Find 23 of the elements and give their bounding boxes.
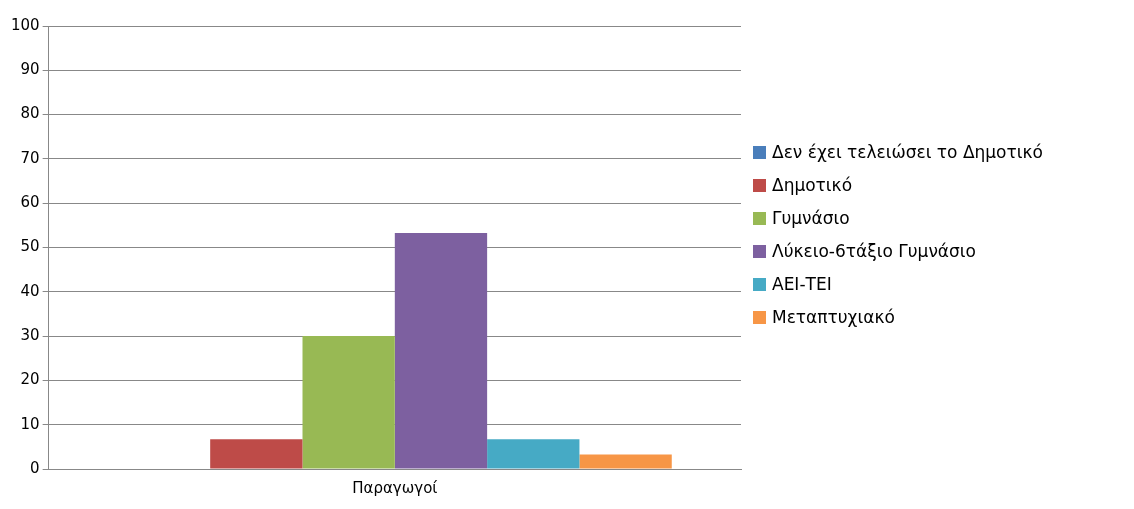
y-tick-label: 90 [20,60,40,79]
y-tick-label: 30 [20,325,40,344]
bar [579,454,672,469]
y-tick-label: 10 [20,414,40,433]
y-tick-label: 60 [20,193,40,212]
bar [210,439,303,469]
legend-label: ΑΕΙ-ΤΕΙ [772,274,832,294]
bar [394,232,488,469]
y-tick-label: 20 [20,370,40,389]
legend-label: Δημοτικό [772,175,853,195]
legend-label: Λύκειο-6τάξιο Γυμνάσιο [772,241,977,261]
y-tick-label: 50 [20,237,40,256]
y-tick-label: 40 [20,281,40,300]
legend-label: Δεν έχει τελειώσει το Δημοτικό [772,142,1043,162]
y-tick-label: 70 [20,148,40,167]
y-tick-label: 80 [20,104,40,123]
legend-label: Γυμνάσιο [772,208,850,228]
bar [487,439,580,469]
bar [302,336,395,469]
x-tick-label: Παραγωγοί [352,478,438,497]
y-tick-label: 100 [10,15,40,34]
legend-label: Μεταπτυχιακό [772,307,895,327]
y-tick-label: 0 [30,458,40,477]
